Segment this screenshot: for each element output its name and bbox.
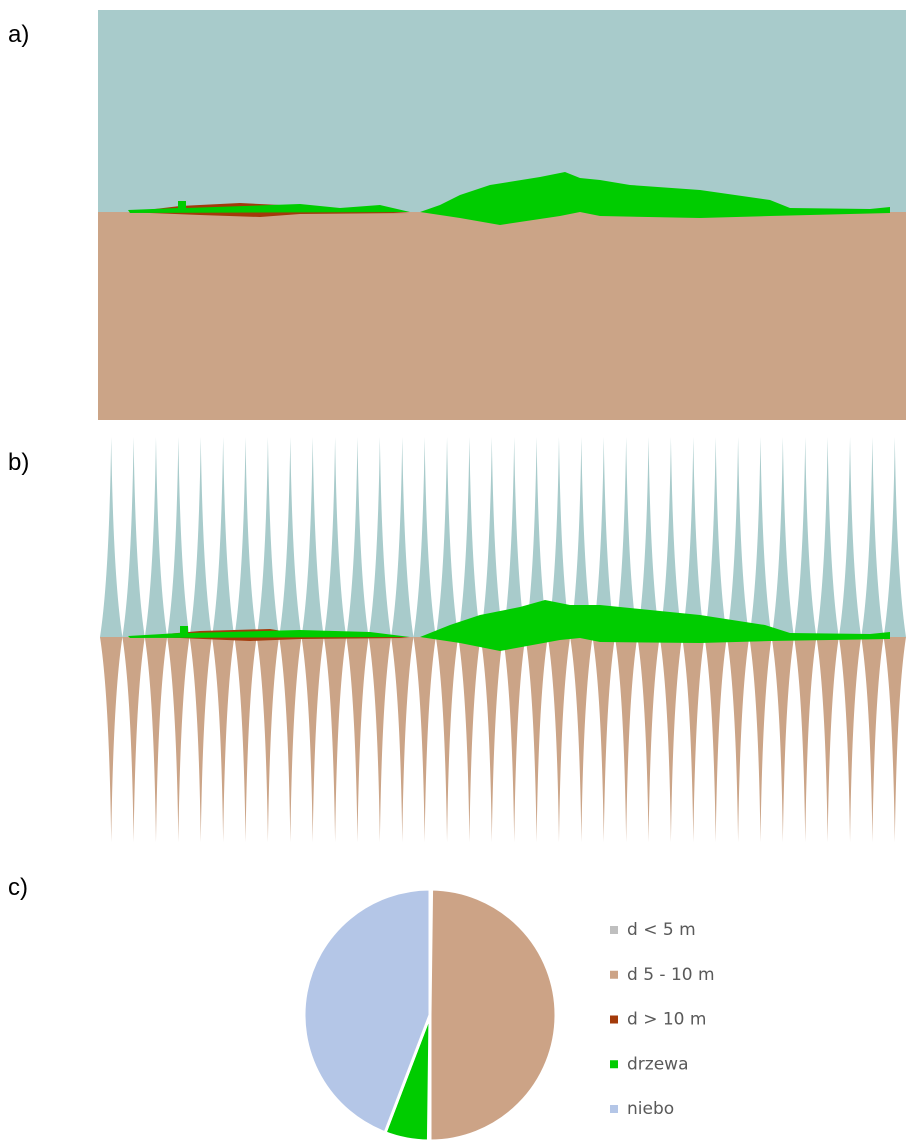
panorama-a [98, 10, 906, 420]
legend-swatch [610, 1015, 618, 1024]
legend-swatch [610, 970, 618, 979]
legend-label: d > 10 m [627, 1010, 706, 1030]
legend-label: d 5 - 10 m [627, 965, 715, 985]
trees [128, 201, 410, 213]
pie-slice [302, 887, 432, 1135]
sky [98, 10, 906, 212]
trees [128, 600, 890, 651]
trees [420, 172, 890, 225]
pie-slice [428, 887, 558, 1142]
sky [100, 437, 906, 637]
legend-label: d < 5 m [627, 920, 696, 940]
ground [98, 212, 906, 420]
legend-swatch [610, 1060, 618, 1069]
panel-label: a) [8, 21, 29, 48]
pie-chart: d < 5 m d 5 - 10 m d > 10 m drzewa niebo [302, 887, 715, 1142]
legend-swatch [610, 1105, 618, 1113]
legend-label: drzewa [627, 1054, 688, 1074]
panorama-b [100, 437, 906, 842]
legend-swatch [610, 926, 618, 934]
panel-label: b) [8, 449, 29, 476]
ground [100, 637, 906, 842]
legend-label: niebo [627, 1099, 674, 1119]
panel-label: c) [8, 874, 28, 901]
